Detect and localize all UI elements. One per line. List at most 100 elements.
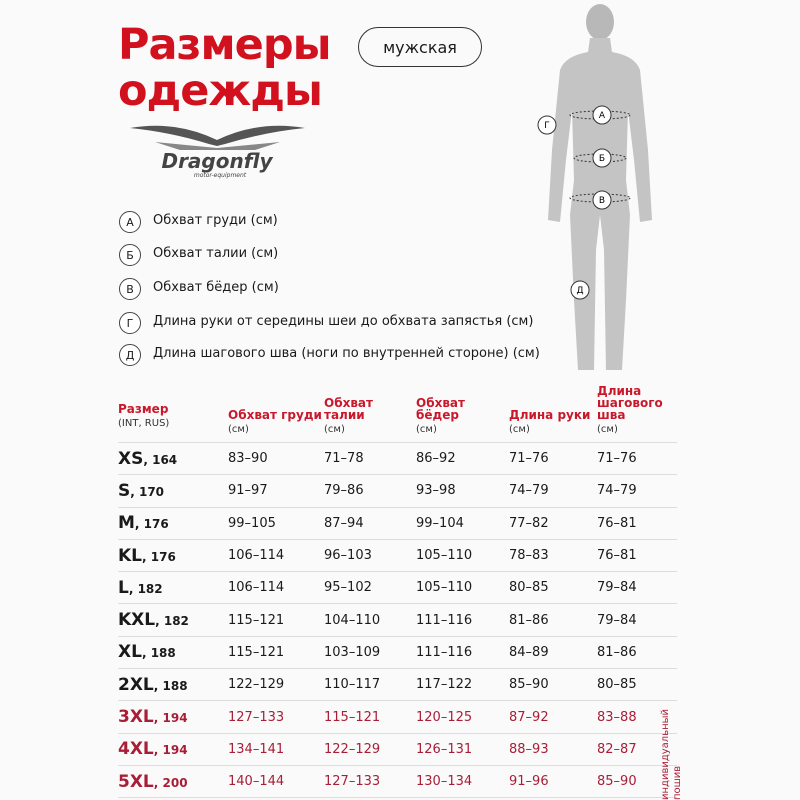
size-cell: XS, 164 (118, 442, 228, 476)
measurement-cell: 71–78 (324, 442, 416, 476)
height-label: , 188 (153, 678, 188, 693)
measurement-cell: 74–79 (597, 474, 677, 508)
measurement-cell: 120–125 (416, 700, 509, 734)
size-cell: KL, 176 (118, 539, 228, 573)
measurement-cell: 93–98 (416, 474, 509, 508)
measurement-cell: 78–83 (509, 539, 597, 573)
size-cell: M, 176 (118, 507, 228, 540)
header-title: Обхват бёдер (416, 396, 465, 422)
size-table: Размер (INT, RUS) Обхват груди (см) Обхват т… (118, 385, 677, 799)
legend-text: Обхват талии (см) (153, 246, 279, 261)
measurement-cell: 115–121 (324, 700, 416, 734)
measurement-cell: 127–133 (324, 765, 416, 799)
body-figure: А Б В Г Д (537, 4, 652, 370)
size-cell: KXL, 182 (118, 603, 228, 637)
measurement-cell: 111–116 (416, 603, 509, 637)
measurement-cell: 96–103 (324, 539, 416, 573)
size-label: S (118, 480, 131, 501)
table-row: S, 170 91–97 79–86 93–98 74–79 74–79 (118, 474, 677, 508)
dragonfly-logo: Dragonfly motor-equipment (130, 125, 305, 179)
mark-v: В (599, 196, 605, 206)
header-unit: (см) (324, 424, 345, 435)
column-header: Длина шагового шва (см) (597, 385, 677, 443)
measurement-cell: 82–87 (597, 733, 677, 766)
table-row: L, 182 106–114 95–102 105–110 80–85 79–84 (118, 571, 677, 605)
mark-a: А (599, 111, 606, 121)
measurement-cell: 117–122 (416, 668, 509, 702)
measurement-cell: 87–94 (324, 507, 416, 540)
size-label: 2XL (118, 674, 154, 695)
column-header: Размер (INT, RUS) (118, 385, 228, 443)
measurement-cell: 71–76 (509, 442, 597, 476)
measurement-cell: 81–86 (597, 636, 677, 670)
measurement-cell: 74–79 (509, 474, 597, 508)
header-unit: (см) (509, 424, 530, 435)
measurement-cell: 130–134 (416, 765, 509, 799)
measurement-cell: 91–97 (228, 474, 324, 508)
legend-text: Обхват груди (см) (153, 213, 278, 228)
height-label: , 194 (153, 711, 188, 726)
header-title: Длина руки (509, 408, 591, 422)
custom-tailoring-note: индивидуальный пошив (660, 708, 683, 800)
measurement-cell: 79–86 (324, 474, 416, 508)
header-title: Длина шагового шва (597, 384, 663, 422)
header-unit: (INT, RUS) (118, 418, 170, 429)
height-label: , 164 (143, 452, 178, 467)
measurement-cell: 127–133 (228, 700, 324, 734)
measurement-cell: 115–121 (228, 636, 324, 670)
measurement-cell: 79–84 (597, 603, 677, 637)
size-cell: 2XL, 188 (118, 668, 228, 702)
measurement-cell: 106–114 (228, 571, 324, 605)
gender-badge: мужская (358, 27, 482, 67)
height-label: , 176 (142, 549, 176, 564)
table-row: KL, 176 106–114 96–103 105–110 78–83 76–81 (118, 539, 677, 573)
measurement-cell: 140–144 (228, 765, 324, 799)
legend-text: Длина руки от середины шеи до обхвата за… (153, 314, 534, 329)
measurement-cell: 88–93 (509, 733, 597, 766)
header-title: Обхват груди (228, 408, 322, 422)
measurement-cell: 115–121 (228, 603, 324, 637)
measurement-cell: 122–129 (228, 668, 324, 702)
size-label: XL (118, 642, 142, 663)
column-header: Обхват бёдер (см) (416, 385, 509, 443)
table-row: KXL, 182 115–121 104–110 111–116 81–86 79–84 (118, 603, 677, 637)
size-cell: L, 182 (118, 571, 228, 605)
height-label: , 182 (128, 581, 163, 596)
size-label: XS (118, 448, 144, 469)
measurement-cell: 85–90 (597, 765, 677, 799)
legend-text: Длина шагового шва (ноги по внутренней с… (153, 346, 540, 361)
measurement-cell: 106–114 (228, 539, 324, 573)
table-row: 3XL, 194 127–133 115–121 120–125 87–92 83–88 (118, 700, 677, 734)
size-cell: 4XL, 194 (118, 733, 228, 766)
size-label: KL (118, 545, 143, 566)
measurement-cell: 91–96 (509, 765, 597, 799)
measurement-cell: 85–90 (509, 668, 597, 702)
measurement-cell: 76–81 (597, 539, 677, 573)
header-unit: (см) (416, 424, 437, 435)
header-title: Размер (118, 402, 169, 416)
title-line-1: Размеры (118, 20, 331, 70)
measurement-cell: 79–84 (597, 571, 677, 605)
height-label: , 200 (153, 775, 188, 790)
table-row: M, 176 99–105 87–94 99–104 77–82 76–81 (118, 507, 677, 540)
size-cell: 5XL, 200 (118, 765, 228, 799)
size-label: 3XL (118, 707, 154, 728)
height-label: , 170 (130, 484, 165, 499)
column-header: Обхват груди (см) (228, 385, 324, 443)
title-line-2: одежды (118, 66, 323, 116)
size-label: KXL (118, 610, 156, 631)
size-cell: XL, 188 (118, 636, 228, 670)
measurement-cell: 134–141 (228, 733, 324, 766)
size-label: M (118, 513, 135, 534)
height-label: , 182 (155, 614, 189, 629)
measurement-cell: 122–129 (324, 733, 416, 766)
measurement-cell: 111–116 (416, 636, 509, 670)
measurement-cell: 83–88 (597, 700, 677, 734)
mark-g: Г (544, 121, 550, 131)
column-header: Обхват талии (см) (324, 385, 416, 443)
measurement-cell: 86–92 (416, 442, 509, 476)
measurement-cell: 110–117 (324, 668, 416, 702)
height-label: , 194 (153, 743, 188, 758)
measurement-cell: 104–110 (324, 603, 416, 637)
table-row: 2XL, 188 122–129 110–117 117–122 85–90 80–85 (118, 668, 677, 702)
